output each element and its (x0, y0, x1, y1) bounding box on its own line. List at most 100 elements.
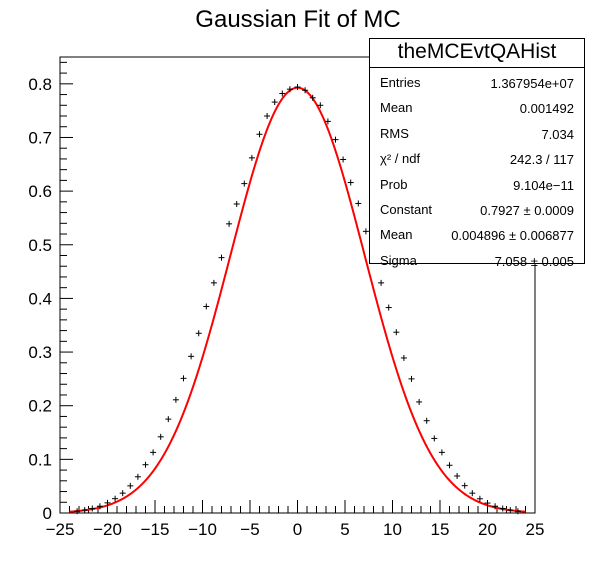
stat-row-chi2: χ² / ndf 242.3 / 117 (370, 144, 584, 169)
x-tick-label: 0 (293, 520, 302, 539)
data-point (454, 472, 461, 479)
data-point (157, 433, 164, 440)
y-tick-label: 0.2 (28, 397, 52, 416)
data-point (279, 90, 286, 97)
stat-value: 7.034 (541, 126, 574, 142)
data-point (188, 353, 195, 360)
data-point (461, 482, 468, 489)
data-point (127, 482, 134, 489)
x-tick-label: 5 (340, 520, 349, 539)
data-point (499, 505, 506, 512)
data-point (142, 461, 149, 468)
stats-box: theMCEvtQAHist Entries 1.367954e+07 Mean… (369, 38, 585, 269)
axis-ticks (59, 61, 536, 514)
axis-tick-labels: −25 −20 −15 −10 −5 0 5 10 15 20 25 0 0.1 0.2 0.3 0.4 0.5… (28, 75, 544, 539)
data-point (271, 99, 278, 106)
data-point (469, 490, 476, 497)
stat-row-sigma: Sigma 7.058 ± 0.005 (370, 246, 584, 271)
x-tick-label: −5 (240, 520, 259, 539)
data-point (74, 508, 81, 515)
data-point (492, 503, 499, 510)
data-point (96, 503, 103, 510)
stat-value: 242.3 / 117 (509, 152, 574, 168)
y-tick-label: 0.8 (28, 75, 52, 94)
data-point (210, 279, 217, 286)
stat-name: Constant (380, 201, 433, 217)
data-point (446, 462, 453, 469)
data-point (180, 375, 187, 382)
data-point (317, 102, 324, 109)
y-tick-label: 0.7 (28, 128, 52, 147)
data-point (302, 87, 309, 94)
stat-value: 0.001492 (519, 101, 574, 117)
chart-title: Gaussian Fit of MC (195, 6, 401, 33)
data-point (134, 473, 141, 480)
stat-row-entries: Entries 1.367954e+07 (370, 68, 584, 93)
data-point (362, 228, 369, 235)
data-point (203, 303, 210, 310)
x-tick-label: 25 (526, 520, 545, 539)
data-point (112, 495, 119, 502)
x-tick-label: 10 (383, 520, 402, 539)
data-point (476, 495, 483, 502)
stat-value: 7.058 ± 0.005 (494, 253, 574, 269)
stat-name: Entries (380, 75, 421, 90)
x-tick-label: −10 (188, 520, 217, 539)
x-tick-label: 15 (431, 520, 450, 539)
stat-value: 0.004896 ± 0.006877 (451, 228, 574, 244)
stat-name: Prob (380, 176, 408, 192)
stat-value: 9.104e−11 (513, 177, 574, 193)
data-point (393, 329, 400, 336)
data-point (248, 154, 255, 161)
data-point (218, 254, 225, 261)
x-tick-label: −20 (93, 520, 122, 539)
data-point (332, 136, 339, 143)
stat-name: χ² / ndf (380, 151, 421, 167)
stat-name: RMS (380, 125, 409, 141)
stat-name: Sigma (380, 252, 417, 268)
data-point (355, 200, 362, 207)
data-point (507, 507, 514, 514)
data-point (340, 156, 347, 163)
stat-name: Mean (380, 100, 413, 116)
stat-row-mean: Mean 0.001492 (370, 93, 584, 118)
stat-row-constant: Constant 0.7927 ± 0.0009 (370, 195, 584, 220)
data-point (150, 449, 157, 456)
y-tick-label: 0 (43, 504, 52, 523)
stat-name: Mean (380, 227, 413, 243)
data-point (264, 113, 271, 120)
data-point (423, 417, 430, 424)
y-tick-label: 0.5 (28, 236, 52, 255)
data-point (416, 398, 423, 405)
data-point (256, 131, 263, 138)
data-point (484, 500, 491, 507)
data-point (378, 279, 385, 286)
data-point (226, 220, 233, 227)
data-point (119, 490, 126, 497)
data-point (233, 200, 240, 207)
data-point (195, 330, 202, 337)
x-tick-label: −15 (141, 520, 170, 539)
data-point (385, 304, 392, 311)
data-point (431, 435, 438, 442)
data-points-layer (74, 84, 521, 515)
y-tick-label: 0.6 (28, 182, 52, 201)
data-point (286, 86, 293, 93)
data-point (294, 84, 301, 91)
data-point (438, 449, 445, 456)
y-tick-label: 0.3 (28, 343, 52, 362)
data-point (241, 180, 248, 187)
data-point (514, 508, 521, 515)
data-point (104, 499, 111, 506)
stat-row-prob: Prob 9.104e−11 (370, 170, 584, 195)
data-point (324, 118, 331, 125)
data-point (347, 179, 354, 186)
stats-box-title: theMCEvtQAHist (370, 39, 584, 68)
y-tick-label: 0.1 (28, 450, 52, 469)
data-point (81, 507, 88, 514)
stat-value: 0.7927 ± 0.0009 (480, 202, 574, 218)
stat-row-fit-mean: Mean 0.004896 ± 0.006877 (370, 220, 584, 245)
y-tick-label: 0.4 (28, 289, 52, 308)
stat-value: 1.367954e+07 (490, 76, 574, 91)
